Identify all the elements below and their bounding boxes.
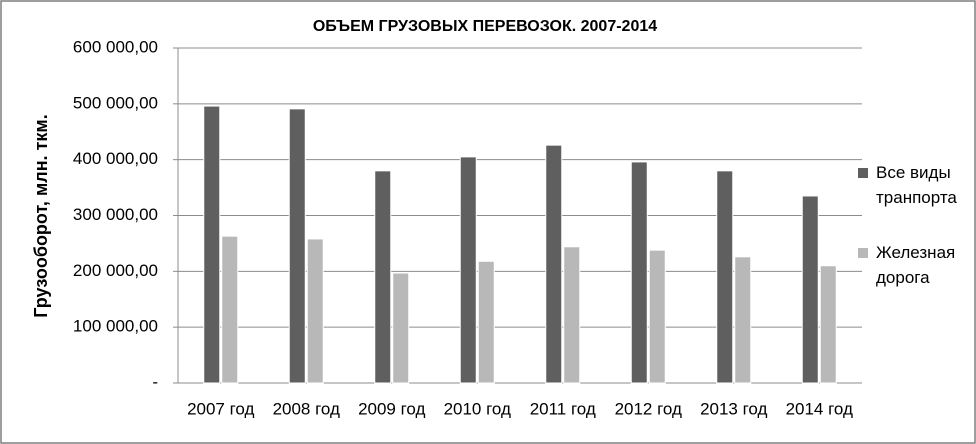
y-tick-label: 300 000,00 <box>73 205 158 224</box>
chart-title: ОБЪЕМ ГРУЗОВЫХ ПЕРЕВОЗОК. 2007-2014 <box>313 18 657 35</box>
y-tick-label: 500 000,00 <box>73 93 158 112</box>
bar <box>801 195 819 384</box>
x-tick-label: 2014 год <box>786 399 853 418</box>
bar <box>221 235 239 384</box>
y-tick-label: 400 000,00 <box>73 149 158 168</box>
legend-swatch <box>858 168 868 178</box>
x-tick-label: 2012 год <box>615 399 682 418</box>
bar <box>459 156 477 384</box>
y-axis-label: Грузооборот, млн. ткм. <box>31 114 51 317</box>
legend-label: Все виды транпорта <box>876 163 957 207</box>
bar <box>734 256 752 384</box>
bar <box>288 108 306 384</box>
legend-item: Все виды транпорта <box>858 160 970 210</box>
legend-item: Железная дорога <box>858 240 970 290</box>
bar <box>648 249 666 384</box>
bar <box>203 105 221 384</box>
bar <box>630 161 648 384</box>
y-tick-label: 600 000,00 <box>73 37 158 56</box>
y-tick-label: - <box>152 372 158 391</box>
x-tick-label: 2011 год <box>530 399 596 418</box>
bar <box>716 170 734 384</box>
bar <box>545 144 563 384</box>
bar <box>374 170 392 384</box>
x-tick-label: 2013 год <box>700 399 767 418</box>
x-tick-label: 2007 год <box>187 399 254 418</box>
y-tick-label: 100 000,00 <box>73 317 158 336</box>
legend-swatch <box>858 248 868 258</box>
bar <box>819 265 837 384</box>
bar <box>563 246 581 384</box>
bar <box>306 238 324 384</box>
x-tick-label: 2008 год <box>273 399 340 418</box>
bar <box>477 260 495 384</box>
x-tick-label: 2009 год <box>358 399 425 418</box>
legend-label: Железная дорога <box>876 243 956 287</box>
y-tick-label: 200 000,00 <box>73 261 158 280</box>
x-tick-label: 2010 год <box>444 399 511 418</box>
bar <box>392 272 410 384</box>
